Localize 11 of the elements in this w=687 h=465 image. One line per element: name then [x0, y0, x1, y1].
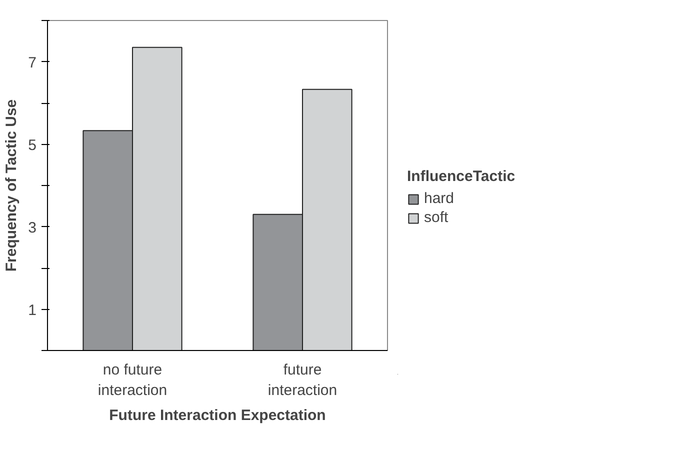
y-tick-label: 3 — [28, 219, 36, 236]
y-tick-label: 7 — [28, 54, 36, 72]
y-tick-label: 1 — [28, 302, 36, 319]
y-tick-label: 5 — [28, 136, 36, 154]
x-tick-label: no future interaction — [98, 362, 168, 399]
x-tick-label: future interaction — [268, 362, 338, 399]
y-axis-title: Frequency of Tactic Use — [3, 99, 20, 272]
legend-title: InfluenceTactic — [407, 168, 516, 185]
legend-label: hard — [424, 190, 454, 207]
x-axis-title: Future Interaction Expectation — [109, 406, 326, 424]
legend-label: soft — [424, 209, 448, 226]
